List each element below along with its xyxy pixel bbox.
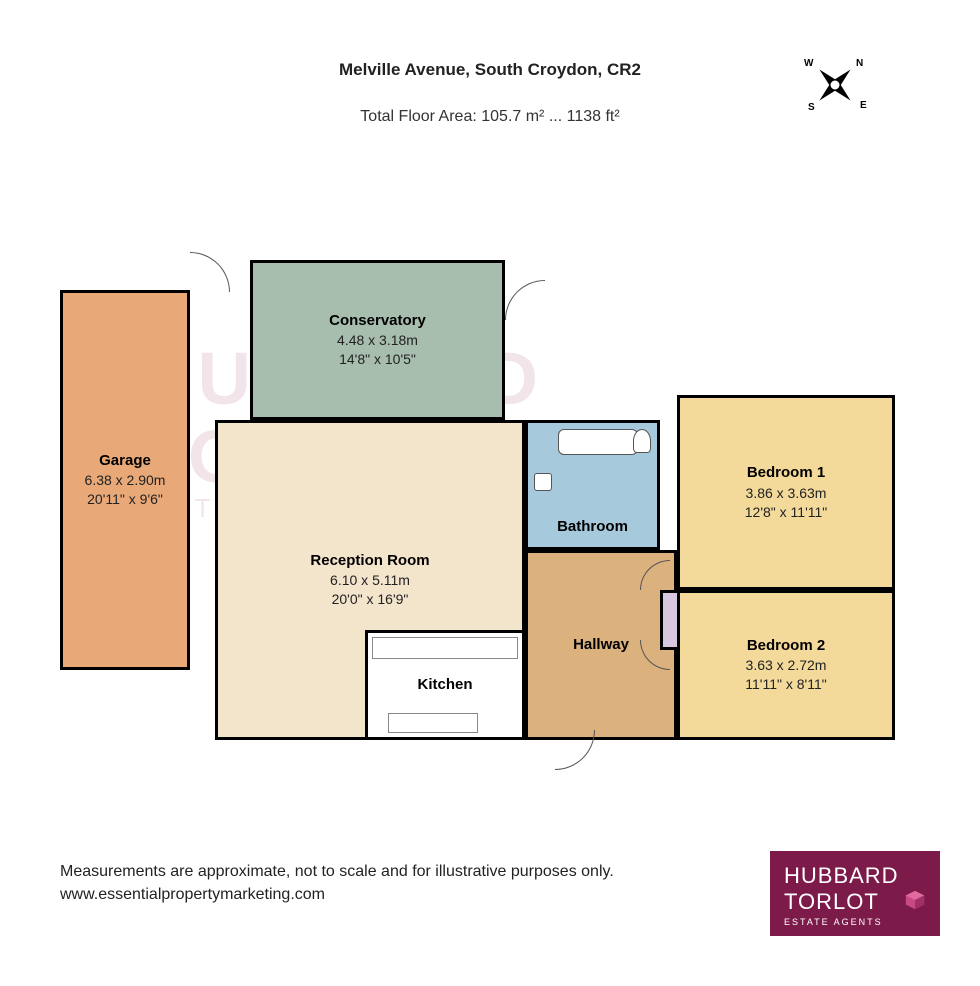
cube-icon <box>904 889 926 911</box>
room-bedroom2: Bedroom 2 3.63 x 2.72m 11'11" x 8'11" <box>677 590 895 740</box>
room-label: Hallway <box>573 635 629 655</box>
footer: Measurements are approximate, not to sca… <box>60 861 614 906</box>
logo-tag: ESTATE AGENTS <box>784 917 926 927</box>
sink-icon <box>388 713 478 733</box>
room-bedroom1: Bedroom 1 3.86 x 3.63m 12'8" x 11'11" <box>677 395 895 590</box>
basin-icon <box>534 473 552 491</box>
room-garage: Garage 6.38 x 2.90m 20'11" x 9'6" <box>60 290 190 670</box>
room-conservatory: Conservatory 4.48 x 3.18m 14'8" x 10'5" <box>250 260 505 420</box>
room-dim-ft: 14'8" x 10'5" <box>339 350 416 369</box>
logo-line2: TORLOT <box>784 889 879 915</box>
room-dim-m: 6.10 x 5.11m <box>330 571 410 590</box>
closet <box>660 590 680 650</box>
compass-n: N <box>856 58 863 69</box>
room-label: Kitchen <box>417 675 472 695</box>
room-label: Bedroom 2 <box>747 636 825 656</box>
compass-w: W <box>804 58 814 69</box>
room-dim-m: 3.86 x 3.63m <box>746 484 827 503</box>
room-kitchen: Kitchen <box>365 630 525 740</box>
website: www.essentialpropertymarketing.com <box>60 884 614 906</box>
door-icon <box>505 280 545 320</box>
counter-icon <box>372 637 518 659</box>
floor-plan: Garage 6.38 x 2.90m 20'11" x 9'6" Conser… <box>60 260 920 780</box>
compass-e: E <box>860 100 867 111</box>
room-label: Reception Room <box>310 551 429 571</box>
bathtub-icon <box>558 429 638 455</box>
room-label: Bedroom 1 <box>747 463 825 483</box>
compass-s: S <box>808 102 815 113</box>
toilet-icon <box>633 429 651 453</box>
door-icon <box>555 730 595 770</box>
disclaimer: Measurements are approximate, not to sca… <box>60 861 614 883</box>
compass-icon: N E S W <box>800 50 870 120</box>
room-dim-ft: 12'8" x 11'11" <box>745 503 828 522</box>
room-dim-m: 6.38 x 2.90m <box>85 471 166 490</box>
logo-line1: HUBBARD <box>784 863 926 889</box>
room-bathroom: Bathroom <box>525 420 660 550</box>
agent-logo: HUBBARD TORLOT ESTATE AGENTS <box>770 851 940 936</box>
room-dim-ft: 11'11" x 8'11" <box>745 675 826 694</box>
room-dim-ft: 20'0" x 16'9" <box>332 590 409 609</box>
room-label: Conservatory <box>329 311 426 331</box>
room-label: Bathroom <box>557 517 628 537</box>
room-dim-ft: 20'11" x 9'6" <box>87 490 163 509</box>
room-dim-m: 3.63 x 2.72m <box>746 656 827 675</box>
room-label: Garage <box>99 451 151 471</box>
room-dim-m: 4.48 x 3.18m <box>337 331 418 350</box>
door-icon <box>190 252 230 292</box>
